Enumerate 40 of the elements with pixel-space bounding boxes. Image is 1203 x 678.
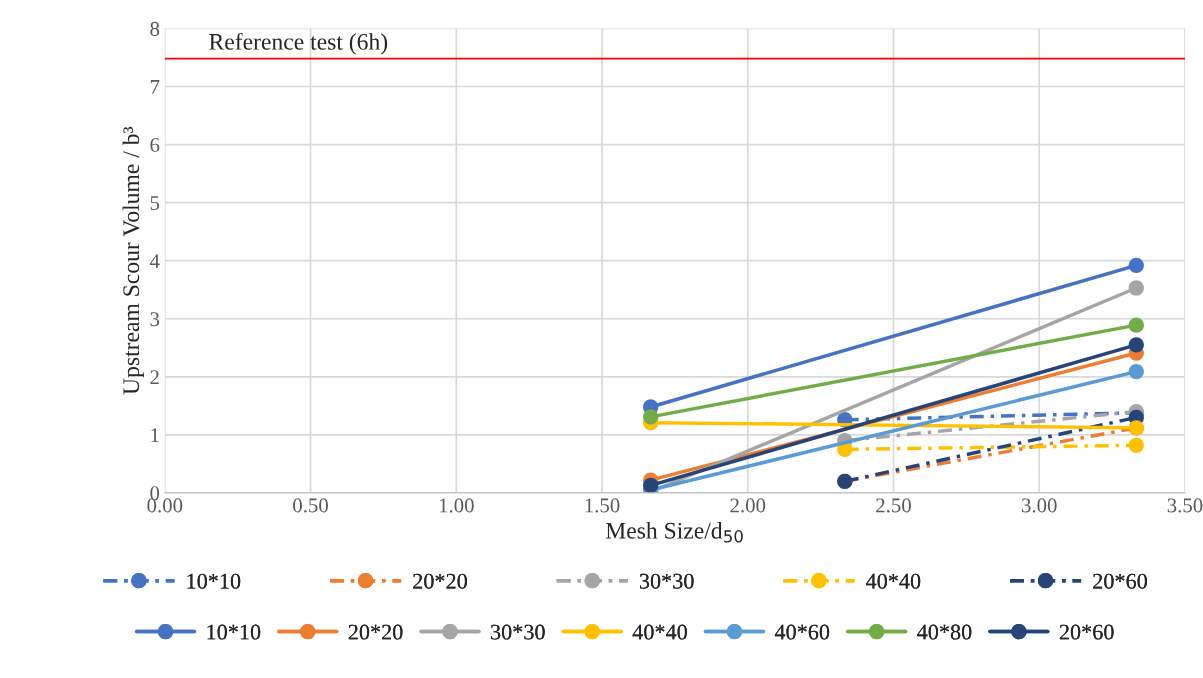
x-tick-label: 1.00 bbox=[439, 498, 474, 513]
legend-label: 20*20 bbox=[413, 573, 467, 589]
legend-label: 30*30 bbox=[639, 573, 694, 589]
legend-label: 10*10 bbox=[187, 573, 241, 589]
x-tick-label: 3.00 bbox=[1021, 498, 1057, 513]
legend-label: 40*40 bbox=[632, 624, 687, 640]
legend-label: 40*40 bbox=[865, 573, 921, 589]
y-tick-label: 7 bbox=[150, 80, 160, 94]
legend-label: 20*60 bbox=[1093, 573, 1147, 589]
legend-label: 20*20 bbox=[348, 624, 403, 640]
x-tick-label: 2.00 bbox=[730, 498, 766, 513]
point bbox=[1128, 337, 1144, 353]
legend-label: 40*80 bbox=[917, 624, 972, 640]
x-tick-label: 2.50 bbox=[876, 498, 911, 513]
y-tick-label: 0 bbox=[150, 486, 160, 501]
legend-label: 30*30 bbox=[491, 624, 545, 640]
y-tick-label: 6 bbox=[150, 138, 160, 153]
legend-label: 40*60 bbox=[774, 624, 830, 640]
legend-label: 20*60 bbox=[1059, 624, 1114, 640]
point bbox=[1128, 257, 1144, 273]
y-tick-label: 1 bbox=[151, 428, 159, 443]
y-tick-label: 8 bbox=[150, 21, 160, 36]
y-tick-label: 3 bbox=[150, 312, 160, 327]
y-tick-label: 5 bbox=[150, 196, 160, 211]
x-tick-label: 1.50 bbox=[585, 498, 620, 513]
point bbox=[1128, 317, 1144, 333]
y-tick-label: 4 bbox=[149, 254, 160, 268]
point bbox=[643, 477, 659, 493]
x-axis-title: Mesh Size/d$_{50}$ bbox=[605, 522, 743, 543]
point bbox=[1128, 437, 1144, 453]
y-tick-label: 2 bbox=[150, 370, 159, 385]
point bbox=[1128, 280, 1144, 296]
y-axis-title: Upstream Scour Volume / b³ bbox=[122, 126, 144, 395]
x-tick-label: 0.50 bbox=[293, 498, 328, 513]
point bbox=[1128, 363, 1144, 380]
x-tick-label: 0.00 bbox=[147, 498, 183, 513]
x-tick-label: 3.50 bbox=[1167, 498, 1203, 513]
ref-line-label: Reference test (6h) bbox=[209, 32, 388, 55]
legend-label: 10*10 bbox=[207, 624, 261, 640]
point bbox=[643, 409, 659, 425]
